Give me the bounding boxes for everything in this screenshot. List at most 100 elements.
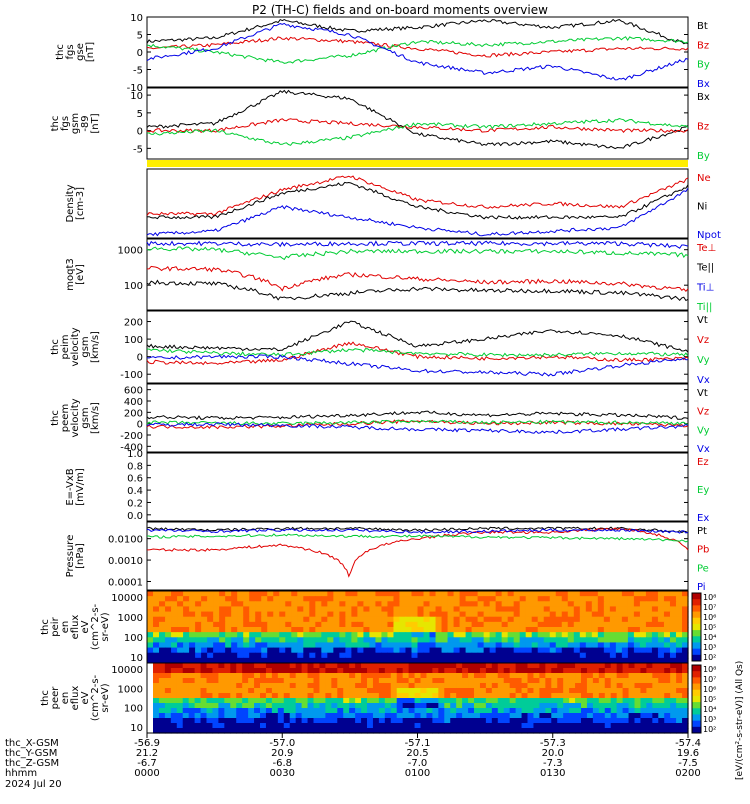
spectrogram-cell <box>201 642 208 649</box>
spectrogram-cell <box>159 601 166 608</box>
spectrogram-cell <box>183 632 190 638</box>
spectrogram-cell <box>670 683 677 689</box>
spectrogram-cell <box>545 668 552 674</box>
spectrogram-cell <box>345 596 352 602</box>
spectrogram-cell <box>495 632 503 638</box>
spectrogram-cell <box>533 668 540 674</box>
spectrogram-cell <box>363 627 371 633</box>
spectrogram-cell <box>283 668 291 674</box>
spectrogram-cell <box>236 668 243 674</box>
spectrogram-cell <box>603 621 611 628</box>
spectrogram-cell <box>429 596 437 602</box>
spectrogram-cell <box>327 627 334 633</box>
spectrogram-cell <box>212 708 219 714</box>
spectrogram-cell <box>646 688 653 694</box>
spectrogram-cell <box>327 606 334 613</box>
spectrogram-cell <box>158 713 166 719</box>
spectrogram-cell <box>254 678 261 684</box>
spectrogram-cell <box>331 718 338 724</box>
xaxis-value: 0200 <box>675 768 700 779</box>
spectrogram-cell <box>633 657 641 664</box>
spectrogram-cell <box>390 678 398 684</box>
spectrogram-cell <box>603 657 611 664</box>
spectrogram-cell <box>242 713 249 719</box>
legend-Bz: Bz <box>697 122 709 133</box>
spectrogram-cell <box>561 627 569 633</box>
spectrogram-cell <box>676 708 683 714</box>
spectrogram-cell <box>444 703 451 709</box>
spectrogram-cell <box>327 632 334 638</box>
spectrogram-cell <box>658 703 665 709</box>
spectrogram-cell <box>236 663 243 669</box>
spectrogram-cell <box>303 616 310 623</box>
spectrogram-cell <box>230 698 237 704</box>
colorbar-cell <box>692 726 701 734</box>
spectrogram-cell <box>230 718 237 724</box>
spectrogram-cell <box>639 632 647 638</box>
spectrogram-cell <box>396 693 404 699</box>
xaxis-value: 20.9 <box>271 748 293 759</box>
spectrogram-cell <box>164 708 172 714</box>
spectrogram-cell <box>273 657 280 664</box>
spectrogram-cell <box>435 591 443 597</box>
spectrogram-cell <box>447 632 455 638</box>
ylabel-line: thc <box>50 116 61 132</box>
spectrogram-cell <box>491 708 499 714</box>
spectrogram-cell <box>357 606 364 613</box>
spectrogram-cell <box>489 632 497 638</box>
spectrogram-cell <box>543 606 551 613</box>
spectrogram-cell <box>652 678 659 684</box>
spectrogram-cell <box>474 688 481 694</box>
spectrogram-cell <box>579 632 587 638</box>
spectrogram-cell <box>301 718 309 724</box>
spectrogram-cell <box>219 621 226 628</box>
series-line-Ne <box>146 175 689 217</box>
xaxis-row-label: thc_Z-GSM <box>5 758 59 769</box>
spectrogram-cell <box>551 728 558 734</box>
spectrogram-cell <box>411 616 419 623</box>
spectrogram-cell <box>495 627 503 633</box>
spectrogram-cell <box>207 621 214 628</box>
ytick-label: 400 <box>124 397 143 408</box>
spectrogram-cell <box>188 703 196 709</box>
spectrogram-cell <box>285 596 292 602</box>
spectrogram-cell <box>153 596 160 602</box>
spectrogram-cell <box>531 642 539 649</box>
spectrogram-cell <box>393 596 401 602</box>
spectrogram-cell <box>349 698 356 704</box>
spectrogram-cell <box>309 632 316 638</box>
spectrogram-cell <box>213 632 220 638</box>
spectrogram-cell <box>153 611 160 618</box>
spectrogram-cell <box>551 688 558 694</box>
spectrogram-cell <box>390 683 398 689</box>
spectrogram-cell <box>453 606 461 613</box>
spectrogram-cell <box>237 621 244 628</box>
spectrogram-cell <box>676 678 683 684</box>
spectrogram-cell <box>225 616 232 623</box>
spectrogram-cell <box>349 713 356 719</box>
spectrogram-cell <box>573 642 581 649</box>
spectrogram-cell <box>331 693 338 699</box>
spectrogram-cell <box>333 642 340 649</box>
spectrogram-cell <box>633 647 641 654</box>
spectrogram-cell <box>201 627 208 633</box>
spectrogram-cell <box>414 663 422 669</box>
spectrogram-cell <box>248 718 255 724</box>
spectrogram-cell <box>423 601 431 608</box>
spectrogram-cell <box>682 718 689 724</box>
spectrogram-cell <box>206 693 214 699</box>
spectrogram-cell <box>634 718 642 724</box>
spectrogram-cell <box>579 606 587 613</box>
spectrogram-cell <box>159 606 166 613</box>
colorbar-tick: 10⁴ <box>703 633 716 642</box>
spectrogram-cell <box>652 703 659 709</box>
spectrogram-cell <box>283 708 291 714</box>
panel-frame-fgs-gsm <box>146 87 689 160</box>
spectrogram-cell <box>393 627 401 633</box>
spectrogram-cell <box>177 606 184 613</box>
spectrogram-cell <box>396 698 404 704</box>
spectrogram-cell <box>675 637 683 644</box>
series-line-Ti⊥ <box>146 240 689 249</box>
spectrogram-cell <box>242 728 249 734</box>
spectrogram-cell <box>207 647 214 654</box>
